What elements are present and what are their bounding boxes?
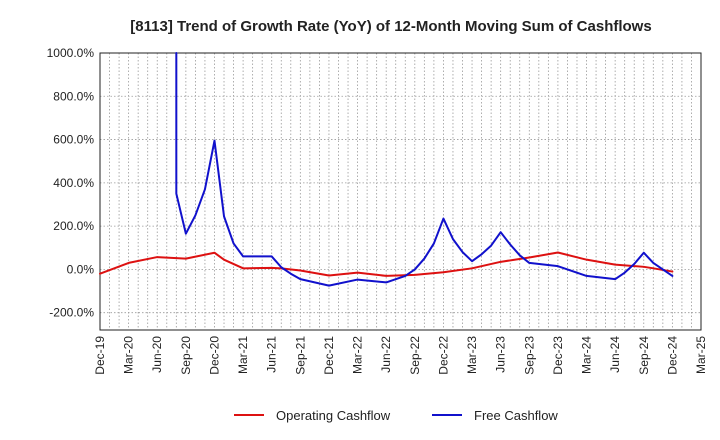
series-line-free-cashflow bbox=[175, 52, 674, 287]
x-tick-label: Dec-22 bbox=[436, 336, 450, 375]
y-tick-label: 0.0% bbox=[67, 262, 95, 276]
legend-label-free-cashflow: Free Cashflow bbox=[474, 408, 558, 423]
x-tick-label: Jun-23 bbox=[494, 336, 508, 373]
x-tick-label: Jun-22 bbox=[379, 336, 393, 373]
y-tick-label: 600.0% bbox=[53, 133, 94, 147]
y-tick-label: 200.0% bbox=[53, 219, 94, 233]
x-tick-label: Dec-20 bbox=[207, 336, 221, 375]
x-tick-label: Dec-24 bbox=[665, 336, 679, 375]
series-line-operating-cashflow bbox=[99, 251, 674, 277]
x-tick-label: Mar-25 bbox=[694, 336, 708, 374]
x-tick-label: Mar-21 bbox=[236, 336, 250, 374]
x-tick-label: Sep-22 bbox=[408, 336, 422, 375]
axis-layer: 1000.0% 800.0% 600.0% 400.0% 200.0% 0.0% -200.… bbox=[47, 46, 708, 375]
x-tick-label: Sep-23 bbox=[522, 336, 536, 375]
x-tick-label: Sep-20 bbox=[179, 336, 193, 375]
chart-title: [8113] Trend of Growth Rate (YoY) of 12-… bbox=[130, 18, 651, 35]
y-tick-label: -200.0% bbox=[49, 306, 94, 320]
x-tick-label: Dec-21 bbox=[322, 336, 336, 375]
x-tick-label: Mar-20 bbox=[122, 336, 136, 374]
x-tick-label: Sep-21 bbox=[293, 336, 307, 375]
legend: Operating Cashflow Free Cashflow bbox=[234, 408, 558, 423]
y-tick-label: 400.0% bbox=[53, 176, 94, 190]
y-tick-label: 800.0% bbox=[53, 89, 94, 103]
legend-label-operating-cashflow: Operating Cashflow bbox=[276, 408, 391, 423]
x-tick-label: Dec-19 bbox=[93, 336, 107, 375]
plot-frame bbox=[99, 52, 702, 331]
x-tick-label: Dec-23 bbox=[551, 336, 565, 375]
x-tick-label: Sep-24 bbox=[637, 336, 651, 375]
x-tick-label: Mar-24 bbox=[580, 336, 594, 374]
y-tick-label: 1000.0% bbox=[47, 46, 95, 60]
x-tick-label: Mar-22 bbox=[351, 336, 365, 374]
x-tick-label: Jun-20 bbox=[150, 336, 164, 373]
x-tick-label: Jun-21 bbox=[265, 336, 279, 373]
x-tick-label: Mar-23 bbox=[465, 336, 479, 374]
x-tick-label: Jun-24 bbox=[608, 336, 622, 373]
series-layer bbox=[99, 52, 674, 287]
grid-layer bbox=[100, 52, 701, 330]
